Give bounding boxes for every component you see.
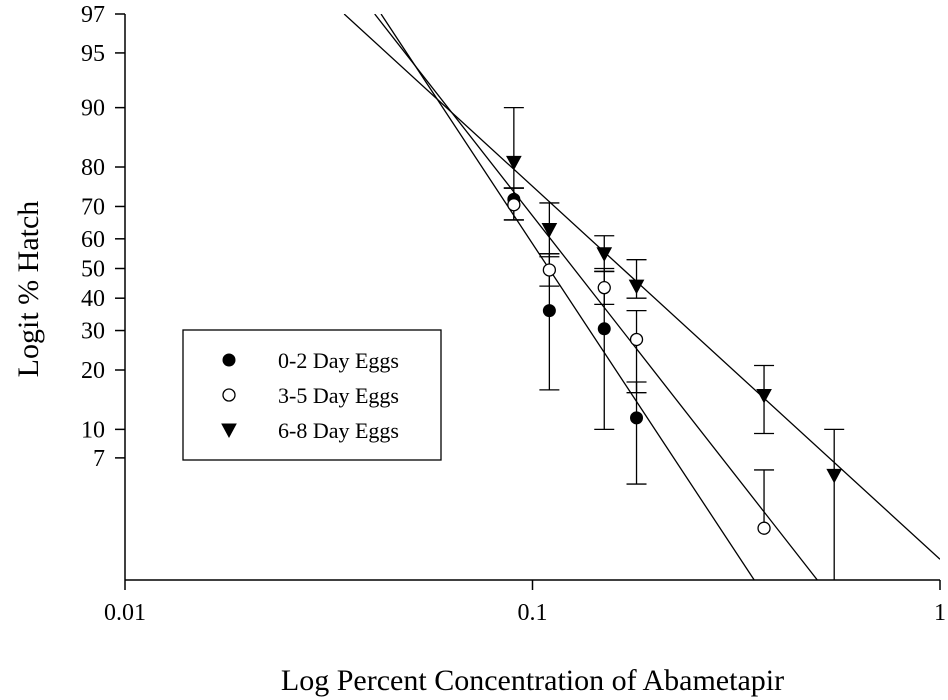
data-point — [542, 263, 557, 277]
y-tick-label: 97 — [81, 2, 105, 28]
fit-line-series-3 — [343, 14, 940, 560]
y-tick-label: 20 — [81, 358, 105, 384]
data-point — [630, 411, 644, 425]
y-tick-label: 10 — [81, 417, 105, 443]
data-point — [541, 223, 558, 238]
y-tick-label: 90 — [81, 96, 105, 122]
y-tick-label: 50 — [81, 257, 105, 283]
y-tick-label: 30 — [81, 319, 105, 345]
legend-marker — [222, 353, 236, 367]
series-2 — [503, 187, 775, 535]
data-point — [826, 468, 843, 484]
data-point — [542, 304, 556, 318]
x-tick-label: 0.1 — [518, 600, 548, 626]
data-point — [756, 388, 772, 404]
legend-label: 6-8 Day Eggs — [278, 418, 399, 443]
data-point — [597, 322, 611, 336]
legend: 0-2 Day Eggs 3-5 Day Eggs 6-8 Day Eggs — [182, 329, 442, 461]
axes: 0.01 0.1 1 97 95 90 80 70 60 50 40 30 20 10 7 — [81, 2, 946, 626]
y-axis-title: Logit % Hatch — [12, 201, 45, 378]
legend-marker — [221, 423, 237, 439]
y-tick-label: 40 — [81, 286, 105, 312]
data-point — [757, 521, 771, 535]
legend-label: 0-2 Day Eggs — [278, 348, 399, 373]
data-point — [597, 280, 611, 295]
data-point — [628, 279, 645, 295]
legend-marker — [222, 388, 236, 402]
legend-label: 3-5 Day Eggs — [278, 383, 399, 408]
x-axis-title: Log Percent Concentration of Abametapir — [281, 664, 784, 697]
x-tick-label: 0.01 — [104, 600, 146, 626]
data-point — [596, 247, 613, 262]
y-tick-label: 70 — [81, 194, 105, 220]
y-tick-label: 60 — [81, 227, 105, 253]
y-tick-label: 7 — [93, 446, 105, 472]
data-point — [506, 155, 522, 171]
y-tick-label: 80 — [81, 155, 105, 181]
x-tick-label: 1 — [934, 600, 946, 626]
fit-lines — [343, 14, 940, 580]
y-tick-label: 95 — [81, 41, 105, 67]
fit-line-series-2 — [374, 14, 818, 580]
data-point — [507, 198, 521, 212]
plot-area — [343, 14, 940, 580]
data-point — [629, 332, 644, 347]
series-3 — [503, 106, 845, 580]
fit-line-series-1 — [380, 14, 755, 580]
